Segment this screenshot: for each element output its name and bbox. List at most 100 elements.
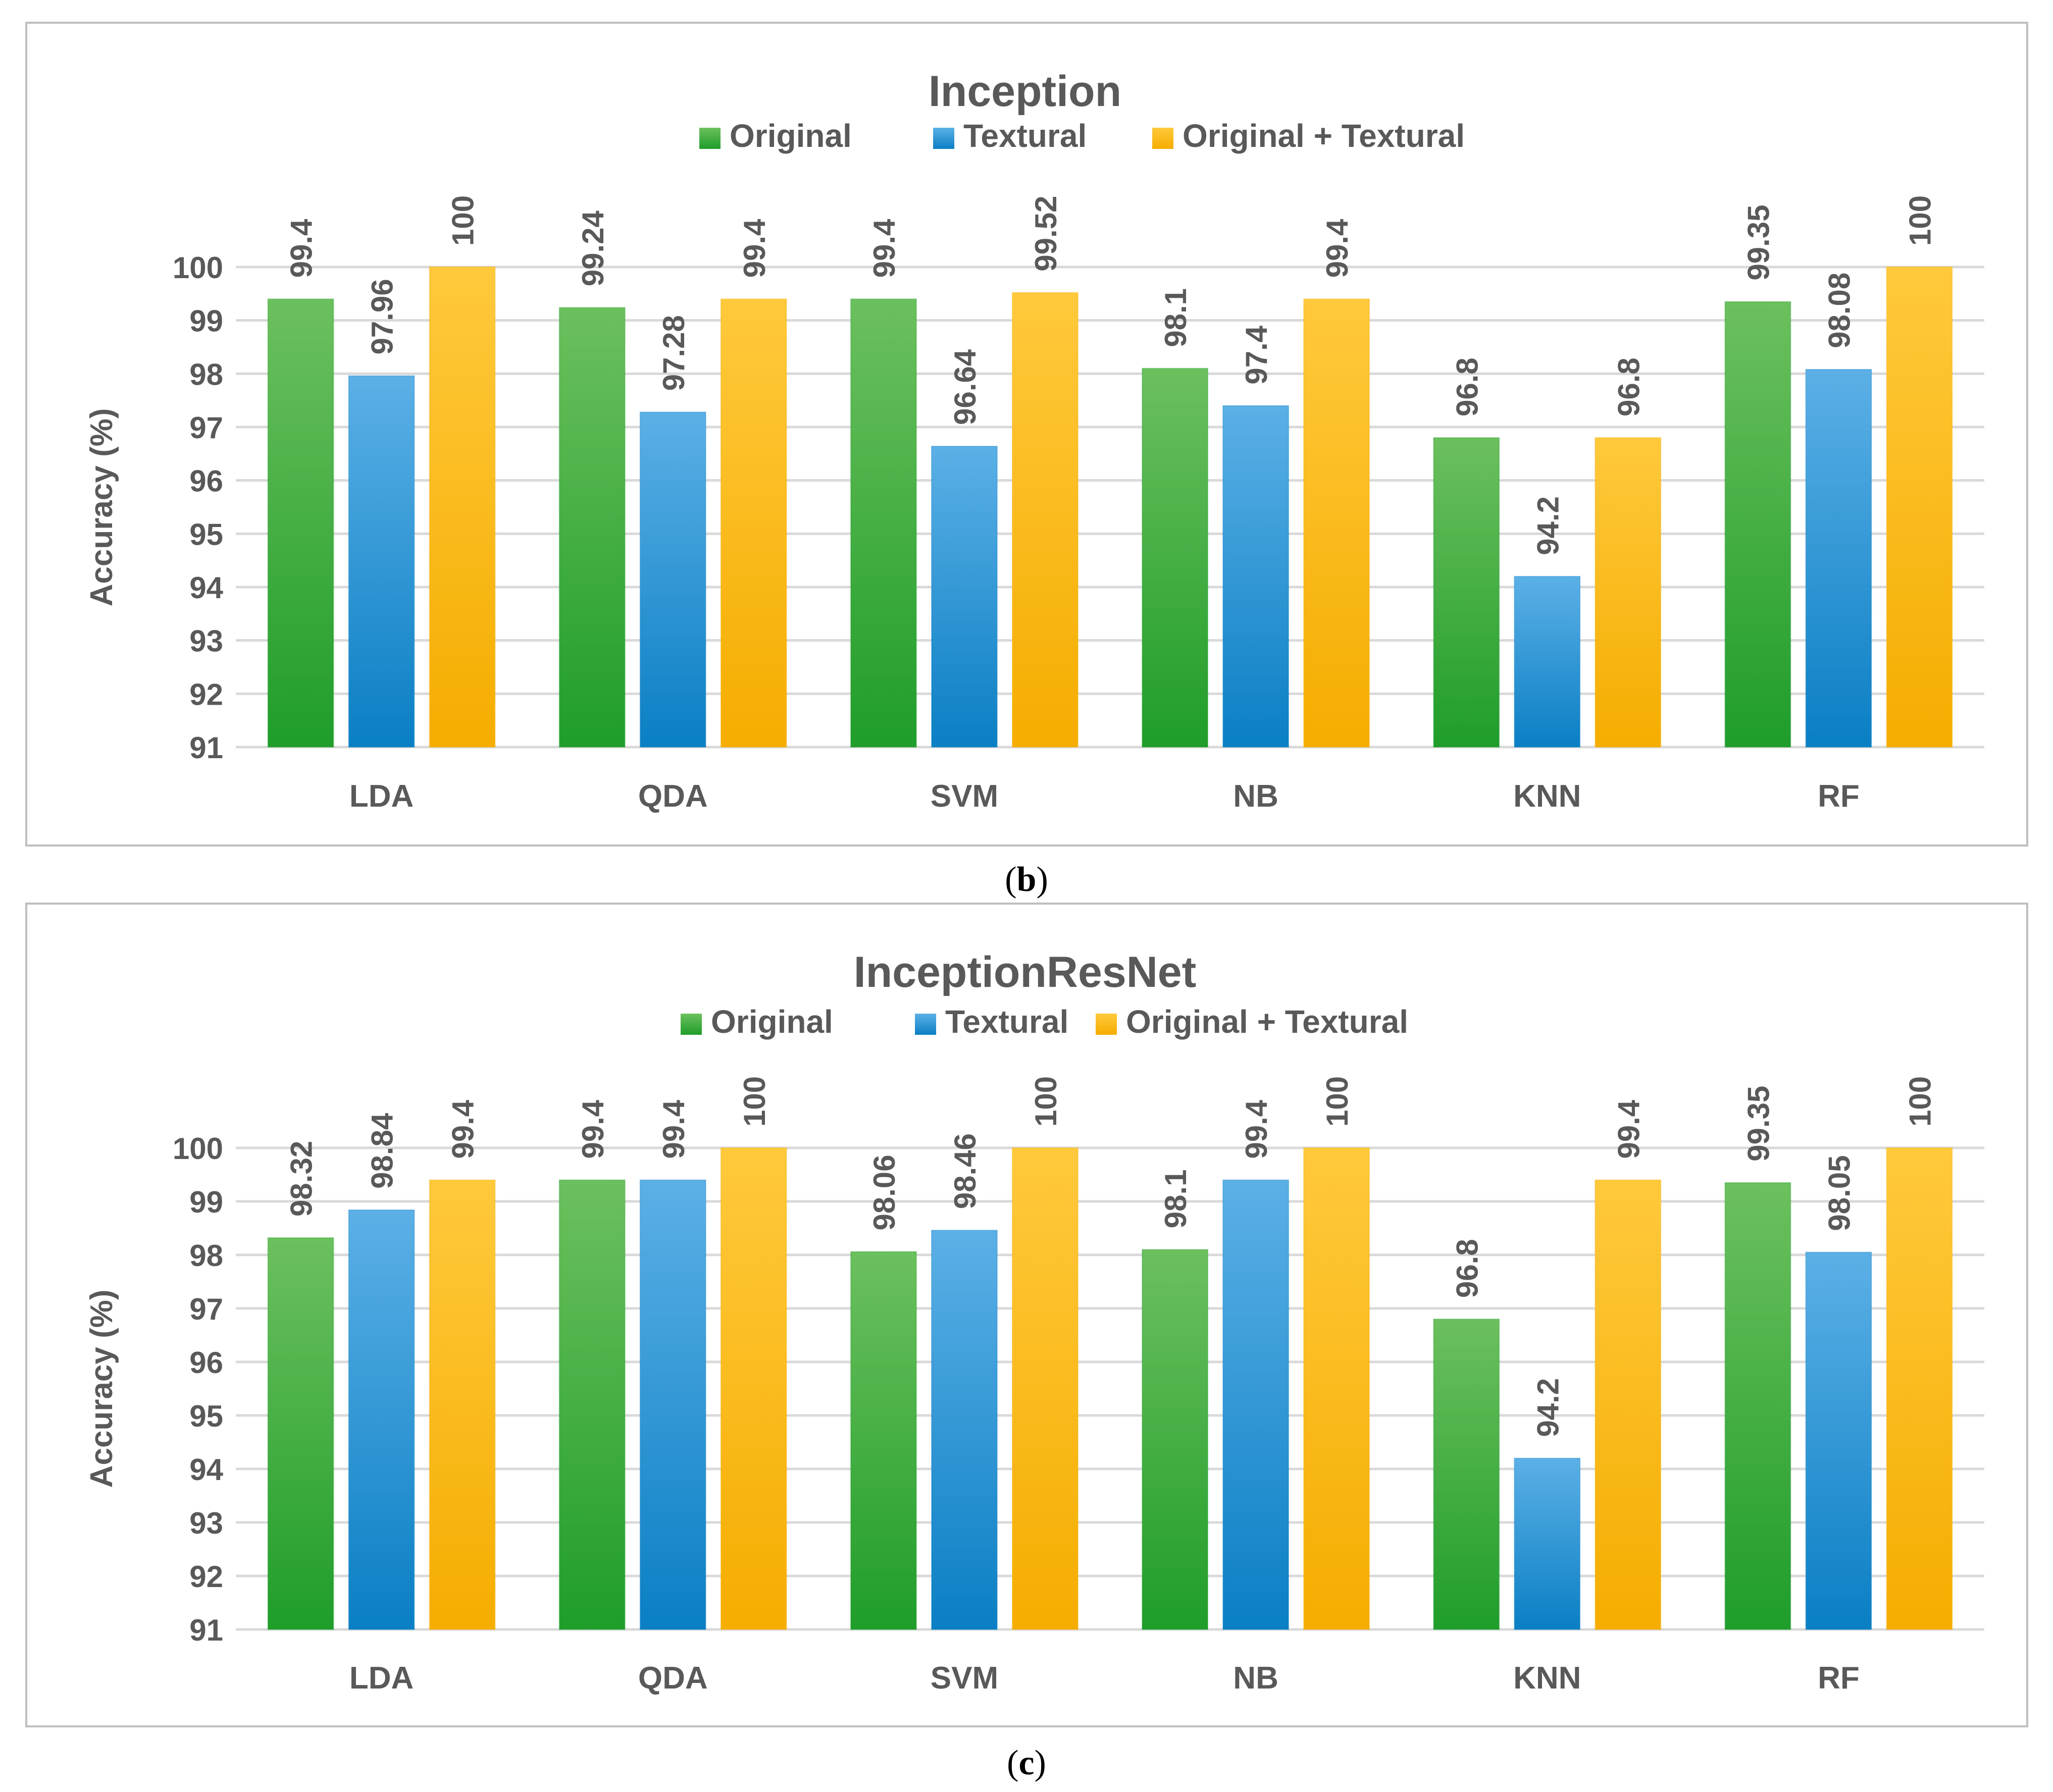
y-tick-label: 99 [189, 304, 223, 338]
bar-svm-series-1[interactable] [931, 446, 998, 748]
bar-knn-series-1[interactable] [1514, 1457, 1581, 1630]
caption-paren-open: ( [1007, 1744, 1018, 1782]
legend-label-2: Original + Textural [1126, 1004, 1408, 1040]
bar-rf-series-0[interactable] [1724, 1182, 1791, 1630]
bar-nb-series-2[interactable] [1303, 1147, 1370, 1630]
bar-nb-series-0[interactable] [1142, 367, 1209, 748]
x-tick-label: KNN [1513, 779, 1581, 814]
data-label: 98.05 [1822, 1155, 1856, 1231]
bar-lda-series-1[interactable] [348, 375, 415, 748]
chart-panel-inception: Inception Original Textural Original + Text… [25, 22, 2028, 847]
chart-panel-inceptionresnet: InceptionResNet Original Textural Original … [25, 903, 2028, 1727]
data-label: 99.35 [1741, 1086, 1775, 1162]
caption-paren-close: ) [1035, 1744, 1046, 1782]
y-tick-label: 93 [189, 624, 223, 658]
y-tick-label: 94 [189, 571, 223, 605]
data-label: 99.52 [1029, 196, 1063, 272]
data-label: 99.4 [1320, 219, 1354, 278]
y-tick-label: 98 [189, 357, 223, 391]
y-tick-label: 96 [189, 1346, 223, 1380]
bar-svm-series-0[interactable] [850, 298, 917, 748]
legend-swatch-2 [1152, 128, 1173, 149]
data-label: 100 [1320, 1076, 1354, 1127]
legend-label-1: Textural [963, 118, 1087, 154]
bar-svm-series-0[interactable] [850, 1251, 917, 1630]
bar-knn-series-1[interactable] [1514, 575, 1581, 748]
data-label: 96.64 [948, 349, 982, 425]
data-label: 100 [1903, 195, 1937, 246]
x-tick-label: SVM [931, 1661, 998, 1696]
chart-title: Inception [929, 67, 1121, 116]
data-label: 98.08 [1822, 273, 1856, 348]
bar-rf-series-0[interactable] [1724, 301, 1791, 748]
y-tick-label: 97 [189, 411, 223, 445]
legend-label-1: Textural [945, 1004, 1068, 1040]
bar-svm-series-1[interactable] [931, 1230, 998, 1630]
bar-lda-series-0[interactable] [267, 1237, 334, 1630]
data-label: 99.4 [1612, 1099, 1646, 1158]
data-label: 99.35 [1741, 205, 1775, 281]
data-label: 97.4 [1240, 325, 1273, 384]
x-tick-label: QDA [638, 1661, 708, 1696]
data-label: 99.4 [738, 219, 772, 278]
bar-nb-series-2[interactable] [1303, 298, 1370, 748]
data-label: 98.32 [285, 1141, 319, 1217]
x-tick-label: LDA [349, 779, 414, 814]
bar-qda-series-2[interactable] [720, 298, 787, 748]
data-label: 94.2 [1531, 1378, 1565, 1437]
bar-qda-series-1[interactable] [639, 411, 706, 748]
bar-lda-series-0[interactable] [267, 298, 334, 748]
x-tick-label: NB [1233, 779, 1278, 814]
y-axis-label: Accuracy (%) [84, 1290, 119, 1488]
bar-lda-series-2[interactable] [429, 267, 496, 748]
bar-knn-series-0[interactable] [1433, 1319, 1500, 1630]
legend-swatch-1 [933, 128, 954, 149]
bar-knn-series-2[interactable] [1595, 1179, 1662, 1630]
bar-qda-series-2[interactable] [720, 1147, 787, 1630]
bar-knn-series-2[interactable] [1595, 437, 1662, 748]
x-tick-label: RF [1818, 1661, 1860, 1696]
bar-svm-series-2[interactable] [1011, 1147, 1079, 1630]
data-label: 100 [1903, 1076, 1937, 1127]
data-label: 98.06 [867, 1154, 901, 1230]
bar-qda-series-0[interactable] [558, 307, 626, 748]
bar-svm-series-2[interactable] [1011, 292, 1079, 748]
y-tick-label: 100 [173, 251, 223, 285]
data-label: 100 [738, 1076, 772, 1127]
panel-caption: (c) [1007, 1744, 1046, 1782]
y-tick-label: 100 [173, 1132, 223, 1166]
data-label: 96.8 [1612, 357, 1646, 416]
bar-knn-series-0[interactable] [1433, 437, 1500, 748]
data-label: 99.4 [446, 1099, 480, 1158]
bar-nb-series-1[interactable] [1222, 1179, 1290, 1630]
bar-qda-series-0[interactable] [558, 1179, 626, 1630]
data-label: 97.28 [657, 315, 691, 391]
y-tick-label: 92 [189, 1560, 223, 1594]
y-tick-label: 95 [189, 1399, 223, 1433]
legend-label-2: Original + Textural [1183, 118, 1465, 154]
data-label: 97.96 [366, 279, 399, 354]
bar-rf-series-1[interactable] [1805, 368, 1872, 748]
bar-rf-series-2[interactable] [1886, 1147, 1953, 1630]
y-tick-label: 94 [189, 1453, 223, 1487]
y-tick-label: 91 [189, 731, 223, 765]
bar-nb-series-0[interactable] [1142, 1249, 1209, 1630]
caption-paren-close: ) [1036, 860, 1048, 899]
legend-label-0: Original [711, 1004, 833, 1040]
x-tick-label: QDA [638, 779, 708, 814]
bar-rf-series-1[interactable] [1805, 1251, 1872, 1630]
bar-lda-series-1[interactable] [348, 1209, 415, 1630]
legend-swatch-2 [1096, 1014, 1117, 1035]
x-tick-label: KNN [1513, 1661, 1581, 1696]
bar-rf-series-2[interactable] [1886, 267, 1953, 748]
x-tick-label: SVM [931, 779, 998, 814]
legend-label-0: Original [730, 118, 852, 154]
bar-lda-series-2[interactable] [429, 1179, 496, 1630]
x-tick-label: RF [1818, 779, 1860, 814]
bar-qda-series-1[interactable] [639, 1179, 706, 1630]
data-label: 99.4 [657, 1099, 691, 1158]
bar-nb-series-1[interactable] [1222, 405, 1290, 748]
caption-paren-open: ( [1005, 860, 1016, 899]
y-tick-label: 99 [189, 1185, 223, 1219]
